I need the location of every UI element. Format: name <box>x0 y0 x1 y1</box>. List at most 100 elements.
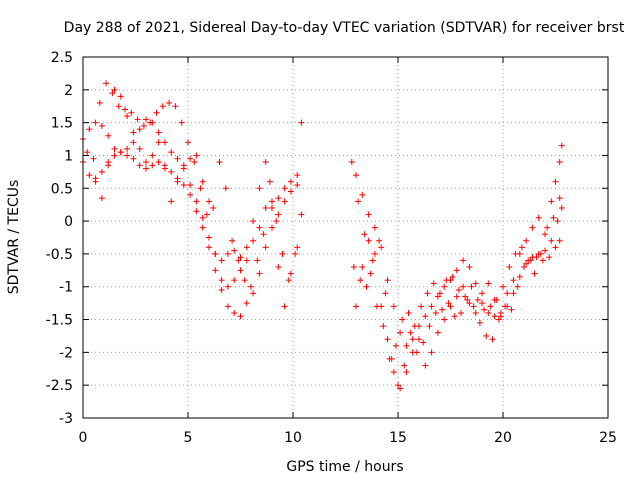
data-point <box>479 290 485 297</box>
data-point <box>466 264 473 271</box>
data-point <box>275 211 282 218</box>
data-point <box>548 237 555 244</box>
plot-frame <box>82 56 609 419</box>
data-point <box>516 273 523 280</box>
data-point <box>193 208 200 215</box>
data-point <box>392 342 399 349</box>
data-point <box>552 244 559 251</box>
data-point <box>453 267 460 274</box>
data-point <box>403 369 410 376</box>
data-point <box>115 103 122 110</box>
data-point <box>556 159 563 166</box>
data-point <box>462 293 469 300</box>
data-point <box>243 257 250 264</box>
data-point <box>237 313 244 320</box>
data-point <box>460 283 467 290</box>
data-point <box>439 306 446 313</box>
data-point <box>212 267 219 274</box>
data-point <box>371 250 378 257</box>
data-point <box>397 329 404 336</box>
data-point <box>359 191 366 198</box>
data-point <box>136 126 143 133</box>
data-point <box>481 306 488 313</box>
data-point <box>262 204 269 211</box>
data-point <box>206 234 212 241</box>
data-point <box>199 214 206 221</box>
axis-ticks: 0 5 10 15 20 25 -3 -2.5 -2 -1.5 -1 -0.5 0 0.5 1 1.5 2 2.5 <box>46 50 617 446</box>
data-point <box>397 385 404 392</box>
data-point <box>155 159 162 166</box>
data-point <box>348 159 355 166</box>
data-point <box>262 244 269 251</box>
x-tick-label: 0 <box>79 430 88 446</box>
data-point <box>487 303 494 310</box>
data-point <box>191 159 198 166</box>
data-point <box>166 99 173 106</box>
data-point <box>542 231 548 238</box>
data-point <box>546 254 553 261</box>
data-point <box>361 231 368 238</box>
data-point <box>445 300 452 307</box>
data-point <box>250 218 257 225</box>
data-point <box>479 300 485 307</box>
data-point <box>174 178 181 185</box>
data-point <box>390 303 397 310</box>
data-point <box>279 250 286 257</box>
data-point <box>172 103 179 110</box>
data-point <box>434 293 441 300</box>
data-point <box>84 149 91 156</box>
data-point <box>281 185 288 192</box>
data-point <box>222 185 229 192</box>
data-point <box>231 277 238 284</box>
data-point <box>437 290 443 297</box>
data-point <box>558 204 565 211</box>
data-point <box>275 195 282 202</box>
data-point <box>405 309 412 316</box>
data-point <box>285 277 292 284</box>
data-point <box>535 214 542 221</box>
data-point <box>287 188 294 195</box>
y-axis-label: SDTVAR / TECUs <box>6 180 22 295</box>
data-point <box>98 122 105 129</box>
y-tick-label: -1.5 <box>46 313 73 329</box>
data-point <box>523 260 530 267</box>
data-point <box>130 129 137 136</box>
y-tick-label: 0 <box>64 214 73 230</box>
data-point <box>187 155 194 162</box>
data-point <box>269 224 275 231</box>
data-point <box>468 283 475 290</box>
data-point <box>273 218 280 225</box>
data-point <box>124 152 131 159</box>
data-point <box>111 86 118 93</box>
data-point <box>355 198 362 205</box>
data-point <box>474 296 481 303</box>
data-point <box>180 181 187 188</box>
y-tick-label: 0.5 <box>51 181 73 197</box>
data-point <box>409 336 416 343</box>
data-point <box>485 280 492 287</box>
data-point <box>359 264 366 271</box>
data-point <box>441 283 448 290</box>
data-point <box>458 309 464 316</box>
data-point <box>159 103 166 110</box>
data-point <box>168 168 175 175</box>
data-point <box>422 313 429 320</box>
data-point <box>298 119 305 126</box>
data-point <box>212 250 219 257</box>
data-point <box>395 382 401 389</box>
data-point <box>111 152 118 159</box>
data-point <box>353 172 359 179</box>
data-point <box>199 178 206 185</box>
data-point <box>510 290 517 297</box>
data-point <box>434 329 441 336</box>
data-point <box>130 155 137 162</box>
data-points <box>80 80 565 392</box>
data-point <box>185 139 191 146</box>
data-point <box>199 224 206 231</box>
data-point <box>143 116 149 123</box>
data-point <box>134 116 141 123</box>
data-point <box>384 277 391 284</box>
y-tick-label: 2.5 <box>51 50 73 66</box>
data-point <box>161 165 168 172</box>
data-point <box>147 119 154 126</box>
